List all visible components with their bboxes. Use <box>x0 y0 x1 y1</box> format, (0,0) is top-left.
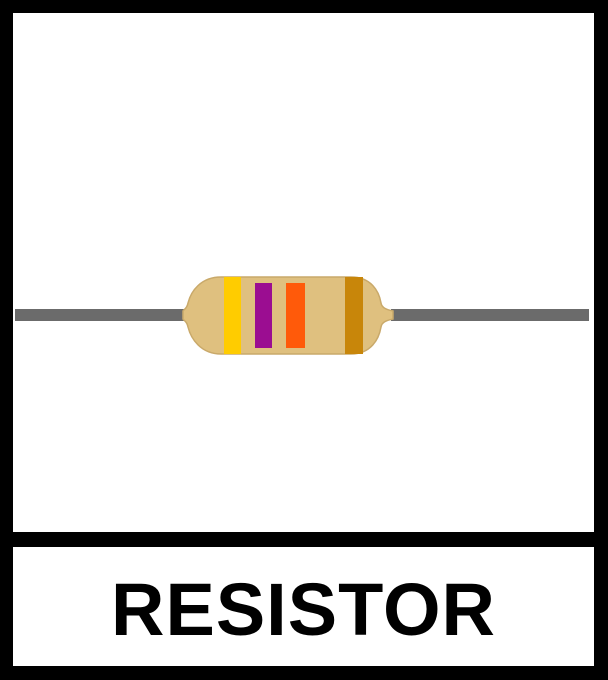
tolerance-band <box>345 277 363 354</box>
component-label: RESISTOR <box>111 567 496 651</box>
color-band-1 <box>224 277 241 354</box>
resistor-icon <box>15 276 589 355</box>
illustration-panel <box>13 13 594 532</box>
right-lead-wire <box>391 309 589 321</box>
color-band-2 <box>255 283 272 348</box>
left-lead-wire <box>15 309 191 321</box>
color-band-3 <box>286 283 305 348</box>
label-panel: RESISTOR <box>13 547 594 666</box>
